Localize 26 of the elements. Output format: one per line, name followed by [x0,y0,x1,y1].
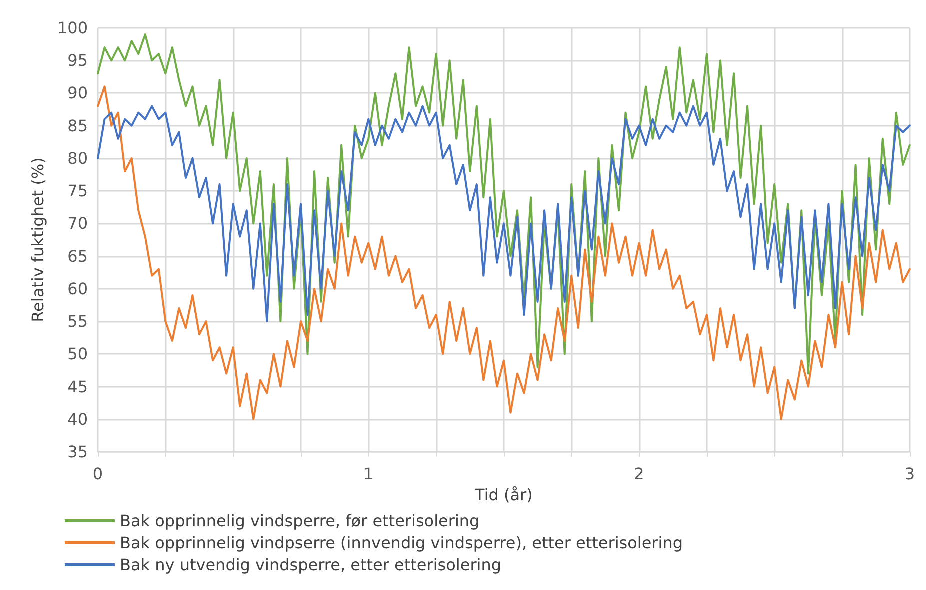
legend-label: Bak ny utvendig vindsperre, etter etterisolering [120,556,502,574]
x-tick-label: 1 [364,464,374,484]
y-tick-label: 40 [68,410,88,429]
y-tick-label: 50 [68,344,88,364]
y-tick-label: 85 [68,116,88,136]
x-tick-label: 3 [904,464,916,484]
y-tick-label: 95 [68,51,88,70]
y-tick-label: 90 [68,84,88,103]
line-series [97,105,911,323]
y-tick-label: 80 [68,148,88,168]
line-series [97,86,911,420]
y-tick-label: 65 [68,246,88,266]
y-tick-label: 35 [68,442,88,462]
x-tick-label: 2 [634,464,644,484]
y-tick-label: 55 [68,312,88,332]
y-tick-label: 60 [68,279,88,298]
y-tick-label: 100 [57,18,88,38]
y-tick-label: 75 [68,182,88,201]
legend-label: Bak opprinnelig vindpserre (innvendig vindsperre), etter etterisolering [120,534,683,552]
y-tick-label: 45 [68,377,88,396]
line-series [97,34,911,375]
legend-label: Bak opprinnelig vindsperre, før etterisolering [120,512,480,530]
x-tick-label: 0 [92,464,104,484]
y-axis-title: Relativ fuktighet (%) [28,158,48,322]
y-tick-label: 70 [68,214,88,234]
x-axis-title: Tid (år) [474,485,533,504]
